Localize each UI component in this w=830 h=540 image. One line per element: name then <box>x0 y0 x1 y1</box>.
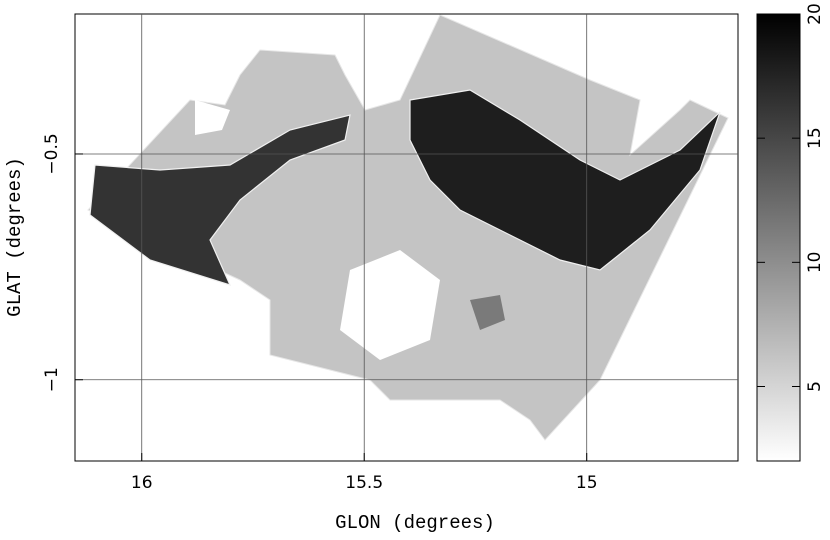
x-tick-label: 15 <box>576 473 598 493</box>
colorbar-tick-label: 15 <box>805 127 825 149</box>
colorbar-tick-label: 10 <box>805 252 825 274</box>
colorbar-tick-label: 5 <box>805 381 825 392</box>
map <box>87 14 729 441</box>
survey-footprint <box>87 14 729 441</box>
y-axis-label: GLAT (degrees) <box>4 157 26 317</box>
filament-right <box>409 89 721 271</box>
x-tick-label: 15.5 <box>345 473 383 493</box>
blank-region <box>195 100 230 135</box>
plot-frame <box>74 13 739 462</box>
x-axis-label: GLON (degrees) <box>335 512 495 534</box>
filament-left <box>89 114 351 286</box>
mid-region <box>470 295 505 330</box>
blank-region <box>340 250 440 360</box>
x-tick-label: 16 <box>131 473 153 493</box>
colorbar-tick-label: 20 <box>805 3 825 25</box>
colorbar <box>756 13 801 462</box>
y-tick-label: −0.5 <box>42 133 62 174</box>
y-tick-label: −1 <box>42 367 62 392</box>
